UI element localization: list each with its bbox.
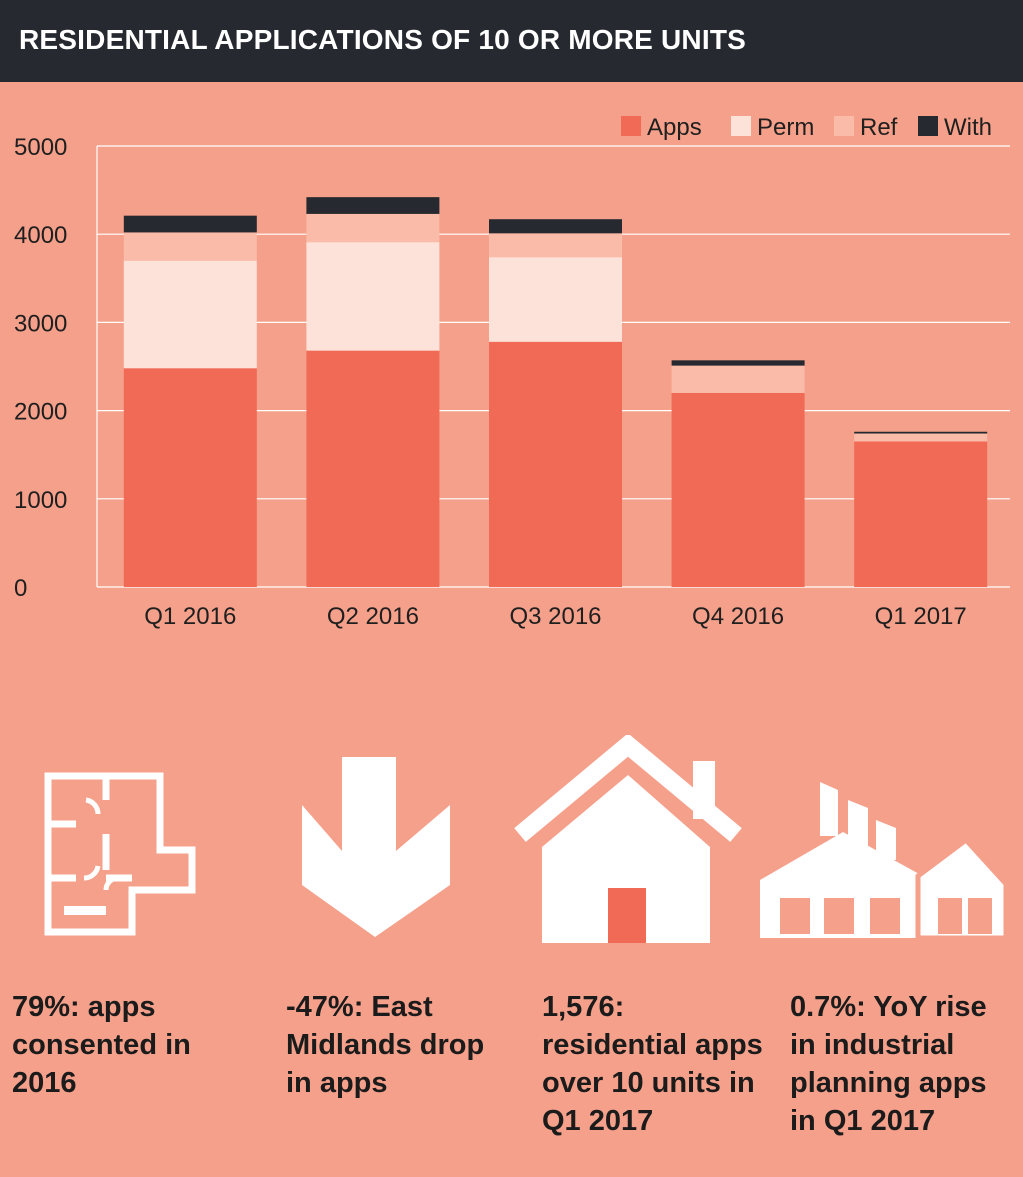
bar-with: [306, 197, 440, 214]
stacked-bar-chart: 0 1000 2000 3000 4000 5000 Q1 2016 Q2 2016 Q3 2…: [14, 114, 1010, 630]
bar-with: [489, 219, 622, 234]
legend: Apps Perm Ref With: [621, 114, 992, 141]
y-axis: 0 1000 2000 3000 4000 5000: [14, 134, 67, 602]
legend-swatch-ref: [834, 116, 854, 136]
legend-swatch-perm: [731, 116, 751, 136]
chart-title: RESIDENTIAL APPLICATIONS OF 10 OR MORE U…: [19, 24, 747, 55]
legend-label-with: With: [944, 114, 992, 141]
bar-perm: [306, 242, 440, 351]
factory-icon: [760, 782, 1008, 940]
y-tick-label: 0: [14, 575, 27, 602]
x-tick-label: Q1 2016: [144, 603, 236, 630]
bar-apps: [671, 392, 805, 587]
bar-with: [123, 215, 257, 233]
stat-residential-apps: 1,576: residential apps over 10 units in…: [542, 991, 763, 1137]
bar-apps: [854, 441, 988, 587]
bar-apps: [123, 368, 257, 587]
bar-with: [671, 360, 805, 366]
y-tick-label: 5000: [14, 134, 67, 161]
floor-plan-icon: [44, 772, 196, 936]
x-tick-label: Q3 2016: [509, 603, 601, 630]
bar-ref: [489, 233, 622, 258]
bar-perm: [489, 257, 622, 342]
bar-ref: [123, 232, 257, 261]
house-icon: [514, 735, 742, 943]
bar-apps: [489, 341, 622, 587]
legend-swatch-with: [918, 116, 938, 136]
bars: [123, 197, 988, 587]
stat-industrial: 0.7%: YoY rise in industrial planning ap…: [790, 991, 987, 1137]
y-tick-label: 3000: [14, 310, 67, 337]
bar-perm: [123, 260, 257, 369]
legend-swatch-apps: [621, 116, 641, 136]
x-tick-label: Q2 2016: [327, 603, 419, 630]
x-tick-label: Q4 2016: [692, 603, 784, 630]
stat-consented: 79%: apps consented in 2016: [12, 991, 191, 1099]
bar-ref: [671, 365, 805, 393]
legend-label-ref: Ref: [860, 114, 898, 141]
bar-with: [854, 431, 988, 434]
legend-label-apps: Apps: [647, 114, 702, 141]
legend-label-perm: Perm: [757, 114, 814, 141]
bar-apps: [306, 350, 440, 587]
bar-ref: [854, 433, 988, 442]
x-axis: Q1 2016 Q2 2016 Q3 2016 Q4 2016 Q1 2017: [144, 603, 966, 630]
down-arrow-icon: [302, 757, 450, 937]
stat-east-midlands: -47%: East Midlands drop in apps: [286, 991, 485, 1099]
y-tick-label: 1000: [14, 487, 67, 514]
y-tick-label: 4000: [14, 222, 67, 249]
title-bar: RESIDENTIAL APPLICATIONS OF 10 OR MORE U…: [0, 0, 1023, 82]
x-tick-label: Q1 2017: [875, 603, 967, 630]
bar-ref: [306, 213, 440, 243]
y-tick-label: 2000: [14, 399, 67, 426]
